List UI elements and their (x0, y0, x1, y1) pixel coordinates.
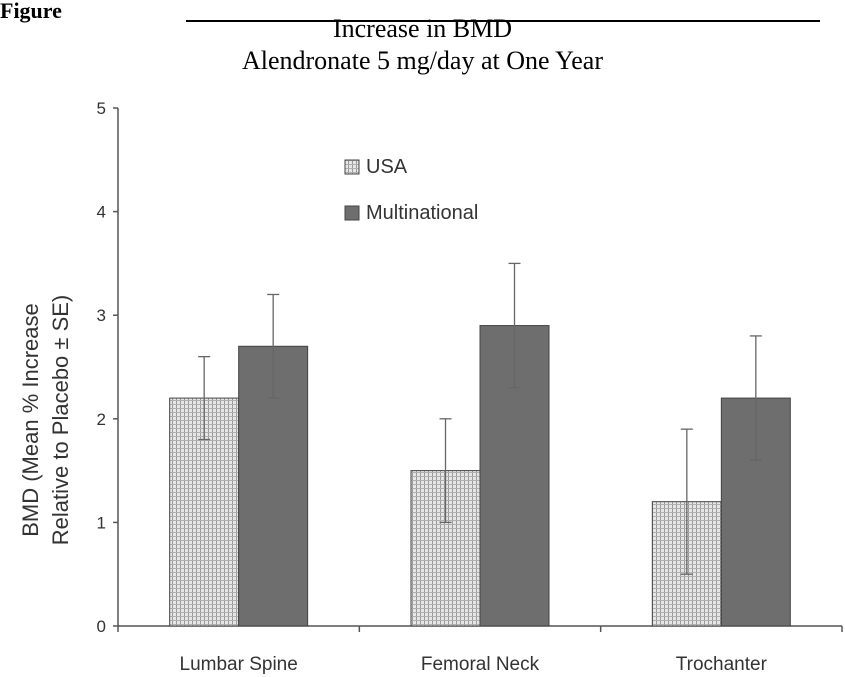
bar-multinational (720, 397, 791, 627)
legend-label: Multinational (366, 202, 478, 224)
chart-subtitle: Alendronate 5 mg/day at One Year (241, 46, 604, 75)
legend: USA Multinational (344, 156, 478, 224)
title-rule (186, 20, 820, 22)
y-tick-label: 3 (97, 306, 106, 325)
y-tick-label: 0 (97, 617, 106, 636)
y-axis-label-line2: Relative to Placebo ± SE) (48, 295, 73, 546)
bar-usa (410, 470, 481, 627)
y-tick-label: 1 (97, 513, 106, 532)
chart-title: Increase in BMD (332, 14, 513, 43)
y-tick-label: 2 (97, 410, 106, 429)
legend-swatch (344, 159, 360, 175)
x-category-label: Lumbar Spine (180, 654, 298, 675)
y-axis-label-line1: BMD (Mean % Increase (18, 303, 43, 537)
x-category-label: Femoral Neck (421, 654, 540, 675)
y-tick-label: 4 (97, 203, 106, 222)
legend-swatch (344, 205, 360, 221)
y-tick-label: 5 (97, 99, 106, 118)
legend-label: USA (366, 156, 408, 178)
figure-label: Figure (0, 0, 62, 23)
x-category-label: Trochanter (676, 654, 768, 675)
